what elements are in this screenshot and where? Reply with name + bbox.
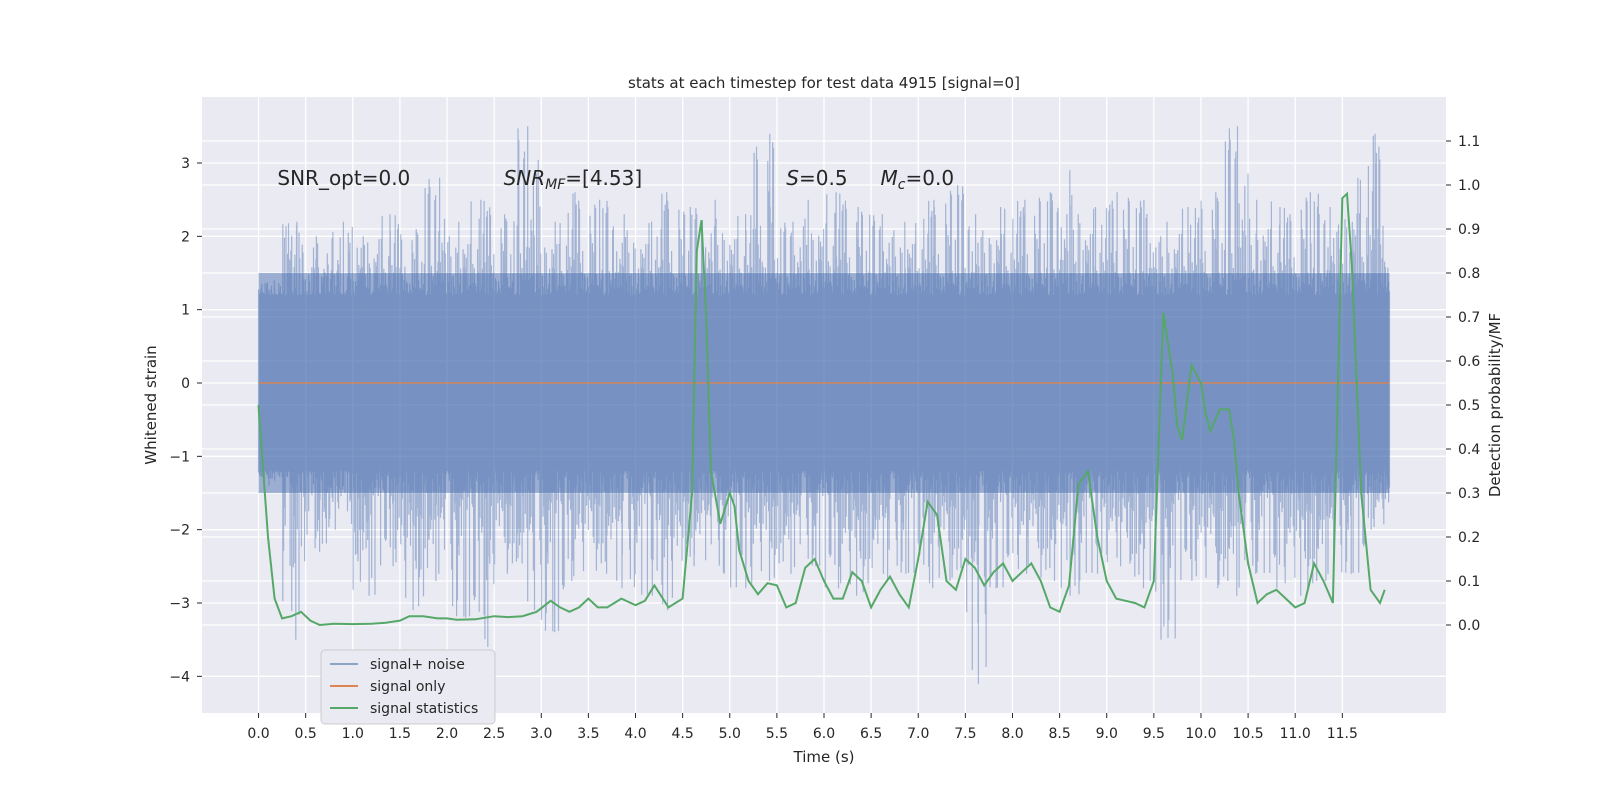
x-tick-label: 9.5 [1143, 726, 1165, 742]
y-right-tick-label: 0.9 [1458, 222, 1480, 238]
y-left-axis-ticks: −4 −3 −2 −1 0 1 2 3 [169, 156, 202, 685]
legend: signal+ noise signal only signal statist… [320, 649, 496, 725]
annotation-snr-mf-main: SNR [504, 166, 546, 190]
y-right-axis-ticks: 0.0 0.1 0.2 0.3 0.4 0.5 0.6 0.7 0.8 0.9 1.0 1.1 [1446, 134, 1480, 634]
legend-label-signal-only: signal only [370, 679, 445, 695]
x-tick-label: 4.5 [672, 726, 694, 742]
annotation-snr-mf-tail: =[4.53] [565, 166, 642, 190]
y-left-tick-label: 0 [181, 376, 190, 392]
annotation-mc: Mc=0.0 [881, 166, 955, 193]
signal-statistics-series [257, 191, 1386, 627]
y-left-tick-label: −2 [169, 523, 190, 539]
y-right-tick-label: 1.0 [1458, 178, 1480, 194]
x-tick-label: 8.5 [1048, 726, 1070, 742]
y-left-tick-label: −3 [169, 596, 190, 612]
signal-noise-trace [257, 126, 1391, 684]
x-tick-label: 10.0 [1185, 726, 1216, 742]
y-left-tick-label: 3 [181, 156, 190, 172]
x-tick-label: 2.0 [436, 726, 458, 742]
x-tick-label: 1.5 [389, 726, 411, 742]
x-tick-label: 11.0 [1280, 726, 1311, 742]
y-left-tick-label: 1 [181, 303, 190, 319]
x-tick-label: 5.5 [766, 726, 788, 742]
annotations: SNR_opt=0.0 SNRMF=[4.53] S=0.5 Mc=0.0 [277, 166, 954, 193]
annotation-snr-opt: SNR_opt=0.0 [277, 166, 410, 190]
x-tick-label: 11.5 [1327, 726, 1358, 742]
annotation-mc-sub: c [898, 177, 906, 193]
annotation-s-tail: =0.5 [799, 166, 848, 190]
x-tick-label: 0.5 [295, 726, 317, 742]
y-left-axis-label: Whitened strain [142, 345, 160, 464]
x-tick-label: 5.0 [719, 726, 741, 742]
x-tick-label: 1.0 [342, 726, 364, 742]
x-tick-label: 10.5 [1233, 726, 1264, 742]
annotation-s-main: S [786, 166, 799, 190]
legend-label-signal-noise: signal+ noise [370, 657, 465, 673]
chart-title: stats at each timestep for test data 491… [628, 74, 1020, 92]
y-right-tick-label: 0.8 [1458, 266, 1480, 282]
legend-label-signal-statistics: signal statistics [370, 701, 478, 717]
legend-box [320, 649, 496, 725]
annotation-snr-mf: SNRMF=[4.53] [504, 166, 643, 193]
annotation-mc-tail: =0.0 [906, 166, 955, 190]
y-right-tick-label: 0.7 [1458, 310, 1480, 326]
x-axis-label: Time (s) [793, 748, 855, 766]
x-tick-label: 8.0 [1001, 726, 1023, 742]
y-right-tick-label: 0.2 [1458, 530, 1480, 546]
y-right-axis-label: Detection probability/MF [1486, 313, 1504, 497]
y-right-tick-label: 0.4 [1458, 442, 1480, 458]
x-tick-label: 0.0 [247, 726, 269, 742]
y-right-tick-label: 0.3 [1458, 486, 1480, 502]
annotation-s: S=0.5 [786, 166, 847, 190]
y-right-tick-label: 1.1 [1458, 134, 1480, 150]
x-tick-label: 3.5 [577, 726, 599, 742]
x-tick-label: 9.0 [1096, 726, 1118, 742]
x-axis-ticks: 0.0 0.5 1.0 1.5 2.0 2.5 3.0 3.5 4.0 4.5 5.0 5.5 6.0 6… [247, 713, 1358, 742]
y-right-tick-label: 0.6 [1458, 354, 1480, 370]
x-tick-label: 7.5 [954, 726, 976, 742]
x-tick-label: 7.0 [907, 726, 929, 742]
annotation-snr-opt-text: SNR_opt=0.0 [277, 166, 410, 190]
y-left-tick-label: −1 [169, 449, 190, 465]
x-tick-label: 3.0 [530, 726, 552, 742]
y-left-tick-label: −4 [169, 669, 190, 685]
y-right-tick-label: 0.1 [1458, 574, 1480, 590]
y-right-tick-label: 0.5 [1458, 398, 1480, 414]
annotation-snr-mf-sub: MF [545, 177, 566, 193]
annotation-mc-main: M [881, 166, 898, 190]
x-tick-label: 2.5 [483, 726, 505, 742]
y-left-tick-label: 2 [181, 229, 190, 245]
y-right-tick-label: 0.0 [1458, 618, 1480, 634]
x-tick-label: 4.0 [624, 726, 646, 742]
x-tick-label: 6.0 [813, 726, 835, 742]
x-tick-label: 6.5 [860, 726, 882, 742]
